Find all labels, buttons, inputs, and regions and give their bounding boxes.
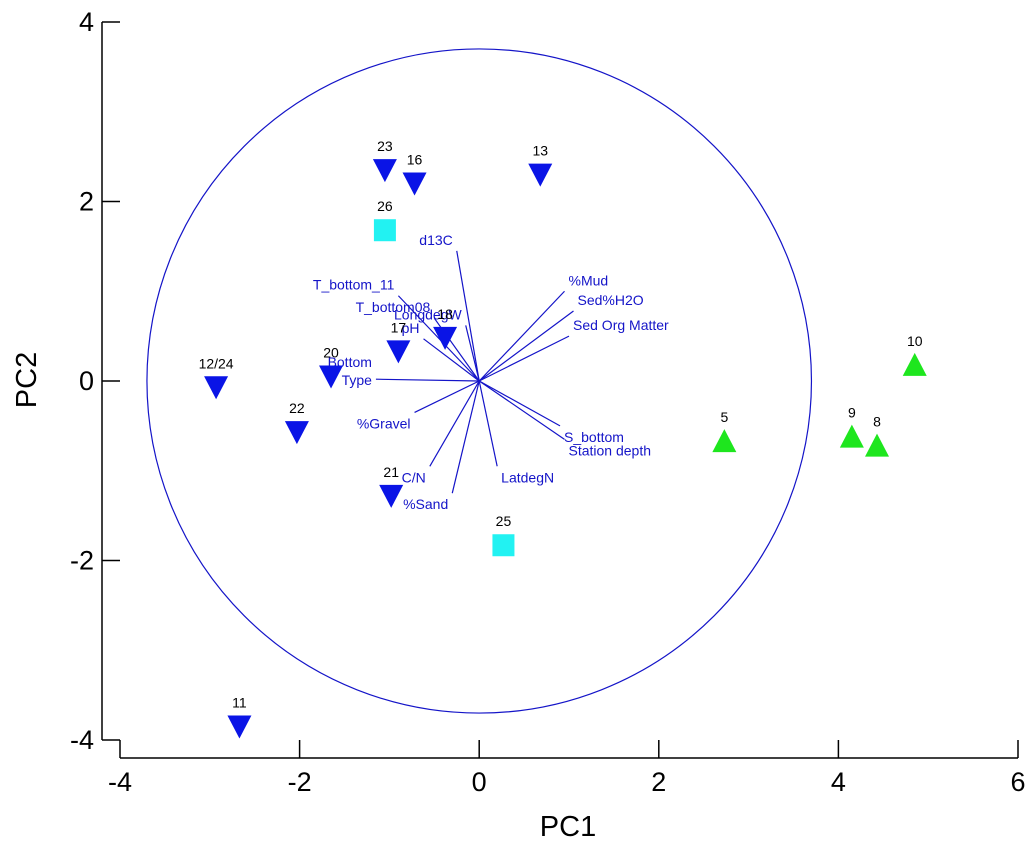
vector-label: pH [402, 320, 420, 336]
loading-vector [465, 325, 480, 382]
x-axis-title: PC1 [540, 811, 596, 843]
vector-label: S_bottom [564, 429, 624, 445]
y-tick-label: 4 [79, 7, 94, 37]
point-label: 23 [377, 138, 393, 154]
vector-label: LatdegN [501, 469, 554, 485]
y-tick-label: -2 [70, 546, 94, 576]
point-marker [902, 352, 927, 376]
loading-vector [423, 338, 480, 382]
loading-vector [429, 380, 480, 467]
x-tick-label: 4 [831, 767, 846, 797]
point-label: 11 [232, 695, 247, 711]
vector-label: %Sand [403, 496, 448, 512]
correlation-circle-layer [146, 48, 813, 714]
correlation-circle [146, 48, 813, 714]
vector-label: %Gravel [357, 415, 411, 431]
loading-vector [478, 290, 565, 382]
x-tick-label: 2 [651, 767, 666, 797]
point-marker [433, 326, 458, 350]
vector-label: T_bottom08 [356, 299, 431, 315]
x-tick-label: 0 [472, 767, 487, 797]
point-label: 8 [873, 414, 881, 430]
vector-label: d13C [419, 232, 452, 248]
point-marker [839, 424, 864, 448]
point-marker [372, 159, 397, 183]
point-label: 9 [848, 405, 856, 421]
point-marker [379, 484, 404, 508]
point-label: 13 [532, 143, 548, 159]
loading-vector [414, 380, 480, 413]
point-label: 20 [323, 345, 339, 361]
loading-vector [478, 310, 574, 382]
x-tick-label: 6 [1010, 767, 1025, 797]
vector-label: %Mud [569, 272, 609, 288]
point-label: 17 [391, 319, 407, 335]
score-points: 23 16 13 26 18 17 20 12/24 22 21 25 11 5 9 8 10 [199, 138, 927, 739]
loading-vector [478, 380, 565, 440]
point-marker [492, 534, 515, 557]
loading-vector [456, 250, 480, 382]
point-label: 5 [720, 409, 728, 425]
point-label: 21 [383, 464, 399, 480]
loading-vector [478, 335, 570, 382]
loading-vector [397, 295, 480, 382]
vector-label: Sed%H2O [577, 292, 643, 308]
y-tick-label: -4 [70, 725, 94, 755]
vector-label: Sed Org Matter [573, 317, 669, 333]
point-marker [712, 429, 737, 453]
point-marker [865, 433, 890, 457]
point-marker [402, 172, 427, 196]
vector-label: LongdegW [394, 306, 463, 322]
vector-label: C/N [402, 469, 426, 485]
loading-vector [451, 380, 480, 494]
point-marker [373, 219, 396, 242]
loading-vector [375, 378, 480, 382]
point-marker [227, 715, 252, 739]
vector-label: Station depth [569, 442, 652, 458]
point-marker [386, 340, 411, 364]
point-marker [204, 376, 229, 400]
point-marker [319, 365, 344, 389]
point-label: 25 [496, 513, 512, 529]
y-tick-label: 2 [79, 187, 94, 217]
y-axis-title: PC2 [11, 352, 43, 408]
point-label: 26 [377, 198, 393, 214]
axes: -4 -2 0 2 4 6 -4 -2 0 2 4 [70, 7, 1026, 797]
x-tick-label: -2 [288, 767, 312, 797]
point-label: 18 [437, 306, 453, 322]
point-marker [284, 421, 309, 445]
x-tick-label: -4 [108, 767, 132, 797]
point-marker [528, 163, 553, 187]
loading-vector [478, 380, 498, 467]
point-label: 16 [407, 152, 423, 168]
point-label: 22 [289, 400, 305, 416]
vector-label: T_bottom_11 [313, 277, 395, 293]
y-tick-label: 0 [79, 366, 94, 396]
point-label: 10 [907, 333, 923, 349]
loading-vector [478, 380, 561, 427]
point-label: 12/24 [199, 355, 234, 371]
